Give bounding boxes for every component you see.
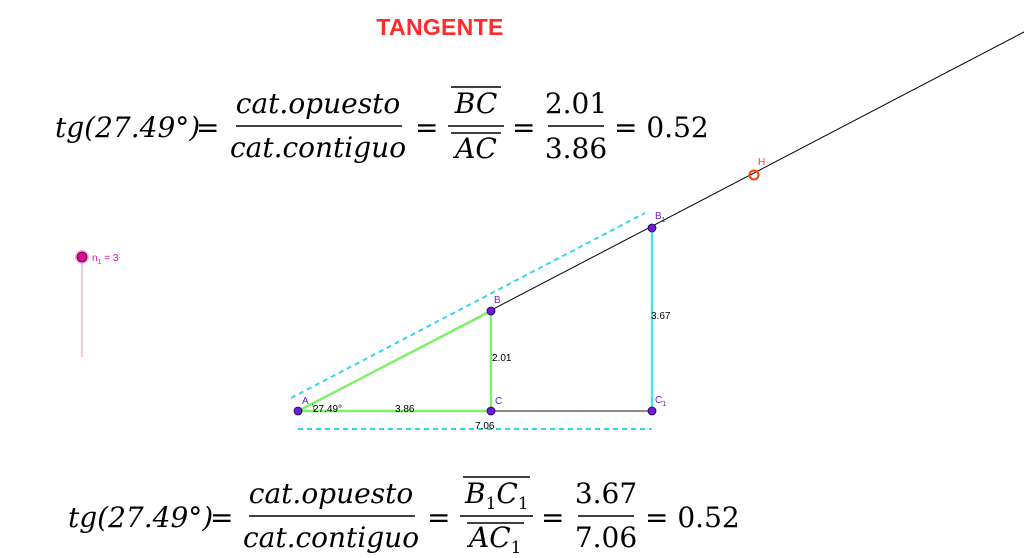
point-b1[interactable]: B1 (647, 211, 666, 233)
formula-2-lhs: tg(27.49°) (68, 501, 213, 534)
formula-1-segment-ac: AC (452, 132, 497, 165)
formula-2-numerator-text: cat.opuesto (249, 477, 413, 510)
formula-1-value-bc: 2.01 (545, 87, 607, 120)
length-ac1-label: 7.06 (475, 421, 495, 432)
length-b1c1-label: 3.67 (651, 311, 671, 322)
formula-2-equals-2: = (427, 501, 450, 534)
point-c-label: C (495, 396, 502, 407)
point-h-label: H (758, 157, 765, 168)
formula-2-equals-3: = (541, 501, 564, 534)
point-a[interactable]: A (293, 396, 309, 416)
formula-1-equals: = (196, 111, 219, 144)
point-b-label: B (494, 295, 501, 306)
segment-ab (297, 309, 492, 413)
length-ac-label: 3.86 (395, 404, 415, 415)
point-h[interactable]: H (748, 157, 766, 181)
length-bc-label: 2.01 (492, 353, 512, 364)
angle-arc (311, 403, 315, 412)
formula-1-equals-2: = (415, 111, 438, 144)
point-c1-label: C1 (655, 395, 666, 408)
point-c[interactable]: C (486, 396, 502, 416)
formula-2-segment-b1c1: B1C1 (464, 477, 529, 514)
slider-label: n1 = 3 (92, 253, 119, 266)
point-b[interactable]: B (486, 295, 501, 316)
formula-2-segment-ac1: AC1 (466, 521, 521, 558)
formula-small-triangle: tg(27.49°) = cat.opuesto cat.contiguo = … (55, 86, 709, 165)
slider-handle[interactable] (76, 251, 88, 263)
formula-1-value-ac: 3.86 (545, 132, 607, 165)
dashed-guide-hypotenuse (290, 212, 646, 399)
page-title: TANGENTE (376, 14, 504, 40)
slider-n1[interactable]: n1 = 3 (75, 250, 119, 357)
formula-2-value-b1c1: 3.67 (575, 477, 637, 510)
point-b1-label: B1 (655, 211, 666, 224)
angle-label: 27.49° (313, 404, 342, 415)
formula-1-numerator-text: cat.opuesto (236, 87, 400, 120)
formula-1-equals-3: = (512, 111, 535, 144)
formula-1-denominator-text: cat.contiguo (230, 131, 406, 164)
formula-1-result: = 0.52 (614, 111, 709, 144)
formula-2-result: = 0.52 (645, 501, 740, 534)
triangle-figure: 27.49° 3.86 2.01 3.67 7.06 A B C B1 C1 (290, 31, 1024, 432)
formula-1-segment-bc: BC (454, 87, 498, 120)
formula-2-denominator-text: cat.contiguo (243, 521, 419, 554)
point-a-label: A (302, 396, 309, 407)
formula-1-lhs: tg(27.49°) (55, 111, 200, 144)
point-c1[interactable]: C1 (647, 395, 666, 416)
formula-2-equals: = (210, 501, 233, 534)
formula-2-value-ac1: 7.06 (575, 521, 637, 554)
formula-large-triangle: tg(27.49°) = cat.opuesto cat.contiguo = … (68, 476, 740, 558)
